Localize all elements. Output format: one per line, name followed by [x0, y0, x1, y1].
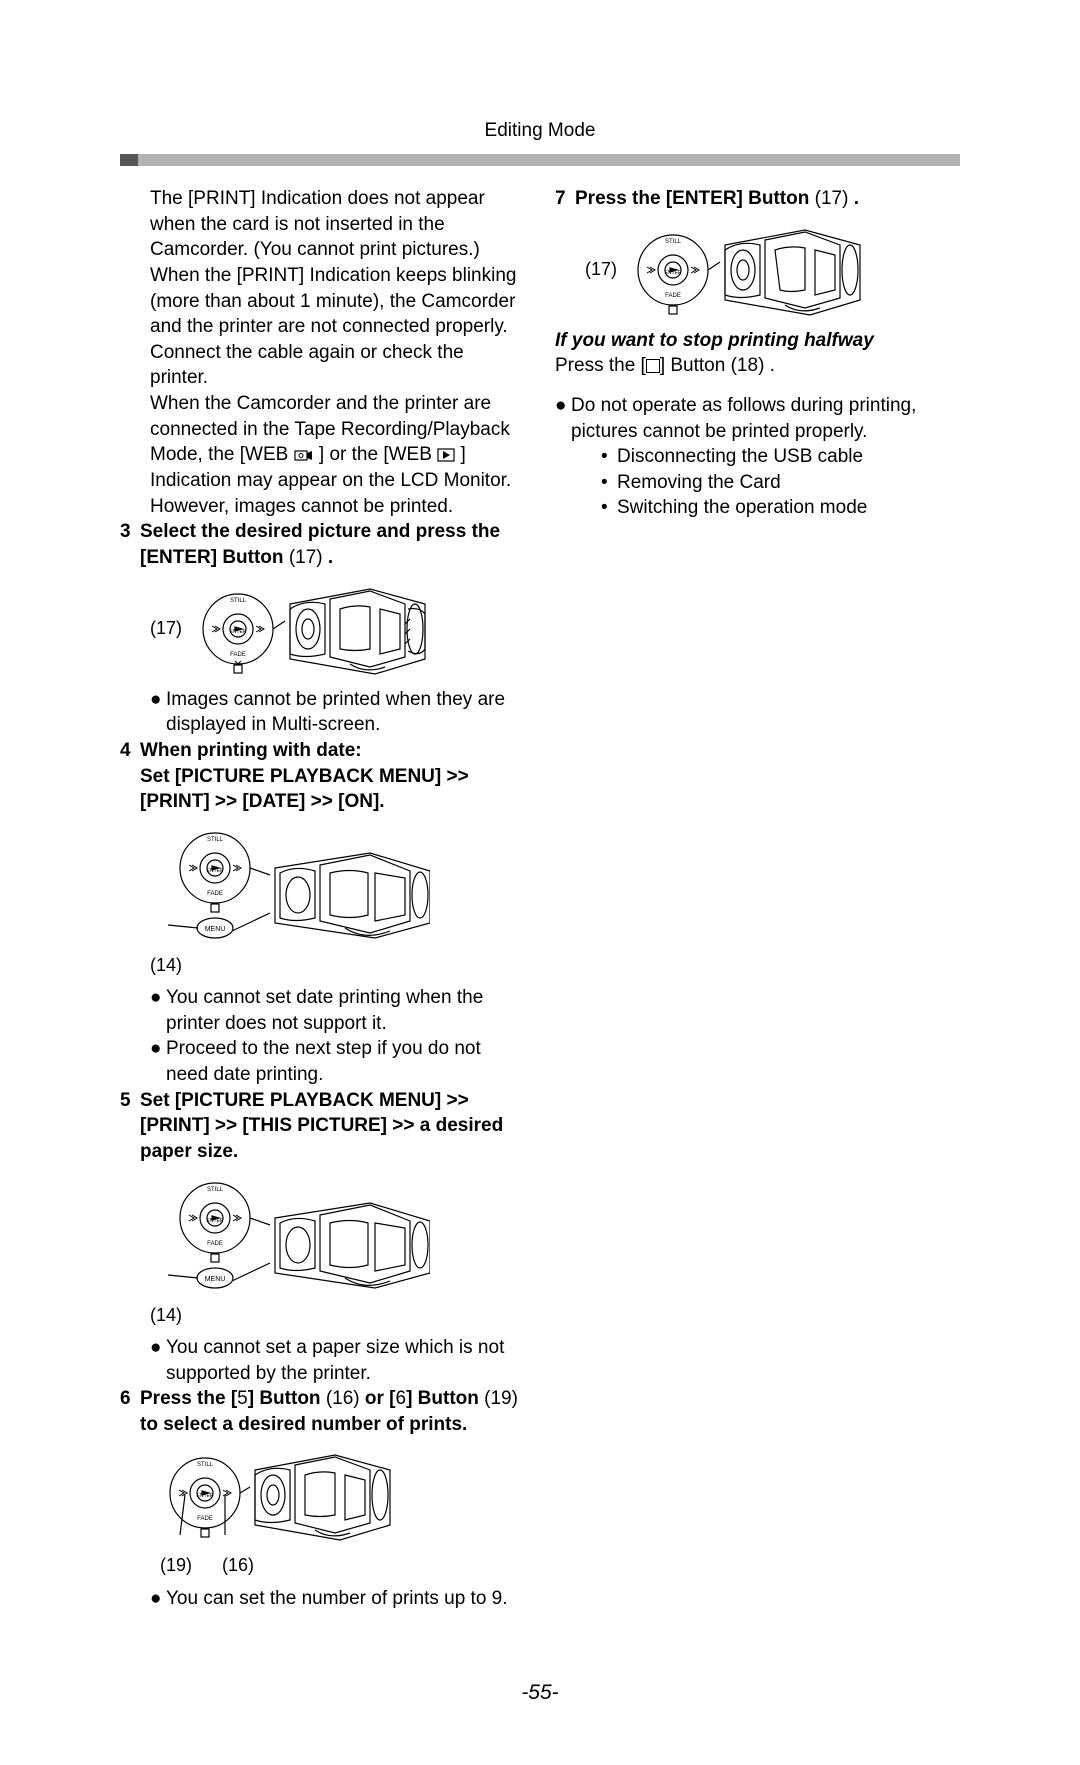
- svg-text:ENTER: ENTER: [665, 270, 682, 276]
- svg-text:ENTER: ENTER: [197, 1493, 214, 1499]
- svg-text:FADE: FADE: [197, 1516, 213, 1522]
- stop-icon: [646, 359, 660, 373]
- callout-19: (19): [160, 1553, 192, 1577]
- right-column: 7 Press the [ENTER] Button (17) . (17) S…: [555, 186, 960, 1611]
- camcorder-illustration-2: STILL ENTER FADE MENU: [150, 823, 430, 953]
- step-7-number: 7: [555, 186, 575, 212]
- diagram-step3: (17) STILL ENTER FADE: [150, 579, 525, 679]
- step-6-number: 6: [120, 1386, 140, 1412]
- callout-17: (17): [150, 616, 182, 640]
- diagram-step6: STILL ENTER FADE: [150, 1445, 525, 1577]
- svg-text:STILL: STILL: [230, 598, 247, 604]
- stop-printing-text: Press the [] Button (18) .: [555, 353, 960, 379]
- section-title: Editing Mode: [120, 120, 960, 142]
- svg-text:ENTER: ENTER: [207, 1218, 224, 1224]
- warning-sub-1: •Disconnecting the USB cable: [601, 444, 960, 470]
- svg-text:STILL: STILL: [197, 1462, 214, 1468]
- svg-text:STILL: STILL: [207, 1187, 224, 1193]
- header-divider: [120, 154, 960, 166]
- diagram-step5: STILL ENTER FADE MENU: [150, 1173, 525, 1327]
- svg-text:STILL: STILL: [665, 239, 682, 245]
- play-box-icon: [437, 448, 455, 462]
- svg-text:FADE: FADE: [207, 1241, 223, 1247]
- step-4-number: 4: [120, 738, 140, 764]
- svg-text:ENTER: ENTER: [230, 629, 247, 635]
- note-step4b: ●Proceed to the next step if you do not …: [150, 1036, 525, 1087]
- step-3-number: 3: [120, 519, 140, 545]
- diagram-step7: (17) STILL ENTER FADE: [585, 220, 960, 320]
- camcorder-illustration-5: STILL ENTER FADE: [625, 220, 875, 320]
- callout-16: (16): [222, 1553, 254, 1577]
- note-step4a: ●You cannot set date printing when the p…: [150, 985, 525, 1036]
- note-step6: ●You can set the number of prints up to …: [150, 1586, 525, 1612]
- svg-text:MENU: MENU: [205, 1276, 226, 1283]
- step-5-number: 5: [120, 1088, 140, 1114]
- diagram-step4: STILL ENTER FADE MENU: [150, 823, 525, 977]
- step-4-text: When printing with date: Set [PICTURE PL…: [140, 738, 525, 815]
- callout-14a: (14): [150, 953, 182, 977]
- svg-text:ENTER: ENTER: [207, 868, 224, 874]
- intro-text-3: When the Camcorder and the printer are c…: [150, 391, 525, 519]
- warning-bullet: ●Do not operate as follows during printi…: [555, 393, 960, 444]
- note-step5: ●You cannot set a paper size which is no…: [150, 1335, 525, 1386]
- svg-text:FADE: FADE: [665, 293, 681, 299]
- step-3-text: Select the desired picture and press the…: [140, 519, 525, 570]
- camcorder-illustration-3: STILL ENTER FADE MENU: [150, 1173, 430, 1303]
- callout-17b: (17): [585, 257, 617, 281]
- svg-text:STILL: STILL: [207, 837, 224, 843]
- stop-printing-heading: If you want to stop printing halfway: [555, 328, 960, 354]
- svg-text:FADE: FADE: [207, 891, 223, 897]
- note-step3: ●Images cannot be printed when they are …: [120, 687, 525, 738]
- intro-text-1: The [PRINT] Indication does not appear w…: [150, 186, 525, 263]
- step-6-text: Press the [5] Button (16) or [6] Button …: [140, 1386, 525, 1437]
- warning-sub-2: •Removing the Card: [601, 470, 960, 496]
- camera-icon: [294, 448, 314, 462]
- camcorder-illustration-1: STILL ENTER FADE: [190, 579, 440, 679]
- intro-text-2: When the [PRINT] Indication keeps blinki…: [150, 263, 525, 391]
- svg-text:FADE: FADE: [230, 652, 246, 658]
- step-5-text: Set [PICTURE PLAYBACK MENU] >> [PRINT] >…: [140, 1088, 525, 1165]
- page-number: -55-: [120, 1681, 960, 1705]
- warning-sub-3: •Switching the operation mode: [601, 495, 960, 521]
- left-column: The [PRINT] Indication does not appear w…: [120, 186, 525, 1611]
- camcorder-illustration-4: STILL ENTER FADE: [150, 1445, 410, 1545]
- step-7-text: Press the [ENTER] Button (17) .: [575, 186, 960, 212]
- svg-text:MENU: MENU: [205, 926, 226, 933]
- callout-14b: (14): [150, 1303, 182, 1327]
